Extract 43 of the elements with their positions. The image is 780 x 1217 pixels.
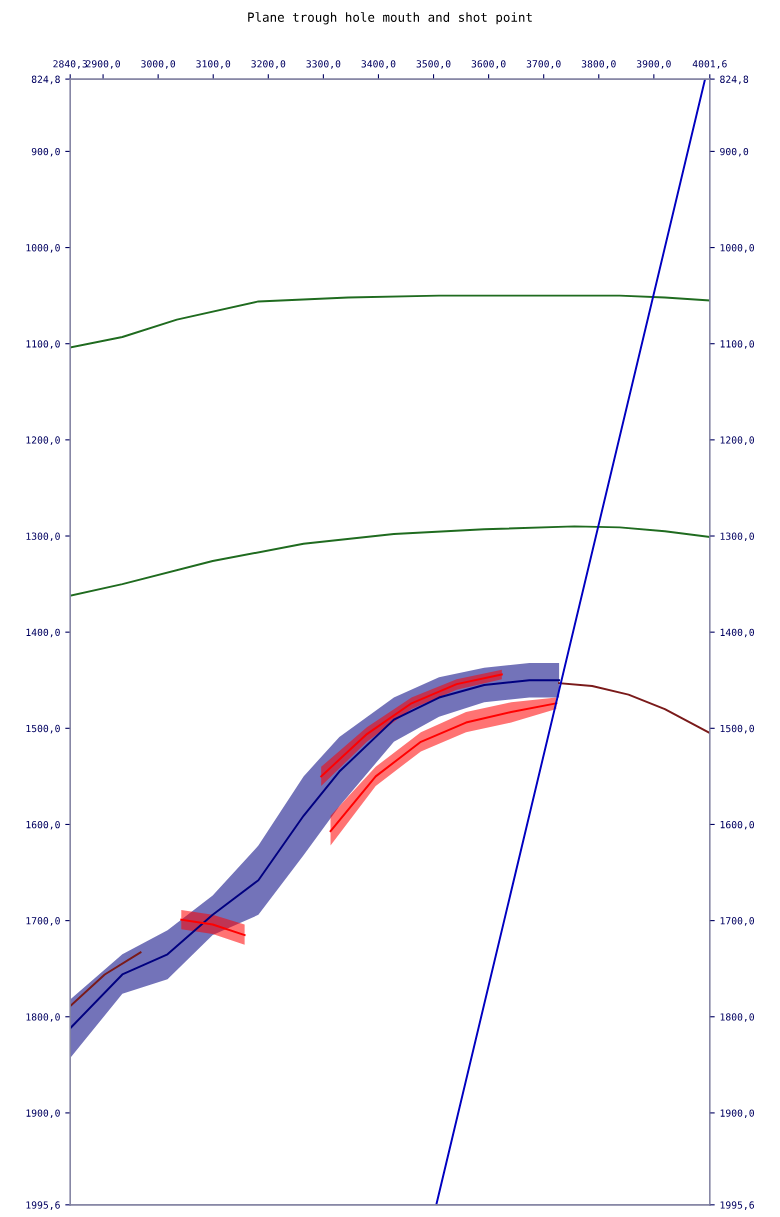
y2-tick-label: 1700,0 — [720, 917, 755, 926]
x-tick-label: 3400,0 — [361, 60, 396, 69]
x-tick-label: 3500,0 — [416, 60, 451, 69]
x-tick-label: 3900,0 — [636, 60, 671, 69]
y-tick-label: 1100,0 — [26, 340, 60, 349]
y2-tick-label: 1000,0 — [720, 244, 755, 253]
x-tick-label: 3800,0 — [581, 60, 616, 69]
y-tick-label: 1700,0 — [26, 917, 60, 926]
y-tick-label: 824,8 — [31, 75, 60, 85]
line-series — [70, 525, 710, 597]
x-tick-label: 2900,0 — [86, 60, 121, 69]
x-tick-label: 3600,0 — [471, 60, 506, 69]
x-tick-label: 3700,0 — [526, 60, 561, 69]
y-tick-label: 1900,0 — [26, 1109, 60, 1118]
y2-tick-label: 824,8 — [720, 75, 749, 85]
y-tick-label: 1300,0 — [26, 532, 60, 542]
x-tick-label: 3200,0 — [251, 60, 286, 69]
y-tick-label: 1400,0 — [26, 628, 60, 638]
y2-tick-label: 900,0 — [720, 147, 749, 157]
y-tick-label: 1200,0 — [26, 436, 60, 445]
y-tick-label: 1995,6 — [26, 1201, 60, 1210]
line-series — [558, 682, 710, 735]
x-tick-label: 4001,6 — [692, 60, 727, 69]
line-series — [70, 294, 710, 349]
x-tick-label: 3000,0 — [141, 60, 176, 69]
y-tick-label: 1500,0 — [26, 724, 60, 734]
y2-tick-label: 1800,0 — [720, 1013, 755, 1022]
x-tick-label: 3100,0 — [196, 60, 231, 69]
y-tick-label: 1600,0 — [26, 820, 60, 830]
y2-tick-label: 1600,0 — [720, 820, 755, 830]
y-tick-label: 1800,0 — [26, 1013, 60, 1022]
x-tick-label: 2840,3 — [53, 60, 88, 69]
y-tick-label: 900,0 — [31, 147, 60, 157]
y2-tick-label: 1500,0 — [720, 724, 755, 734]
y2-tick-label: 1400,0 — [720, 628, 755, 638]
y2-tick-label: 1300,0 — [720, 532, 755, 542]
y2-tick-label: 1995,6 — [720, 1201, 755, 1210]
x-tick-label: 3300,0 — [306, 60, 341, 69]
y2-tick-label: 1200,0 — [720, 436, 755, 445]
chart-title: Plane trough hole mouth and shot point — [248, 12, 532, 25]
y2-tick-label: 1100,0 — [720, 340, 755, 349]
y2-tick-label: 1900,0 — [720, 1109, 755, 1118]
y-tick-label: 1000,0 — [26, 244, 60, 253]
